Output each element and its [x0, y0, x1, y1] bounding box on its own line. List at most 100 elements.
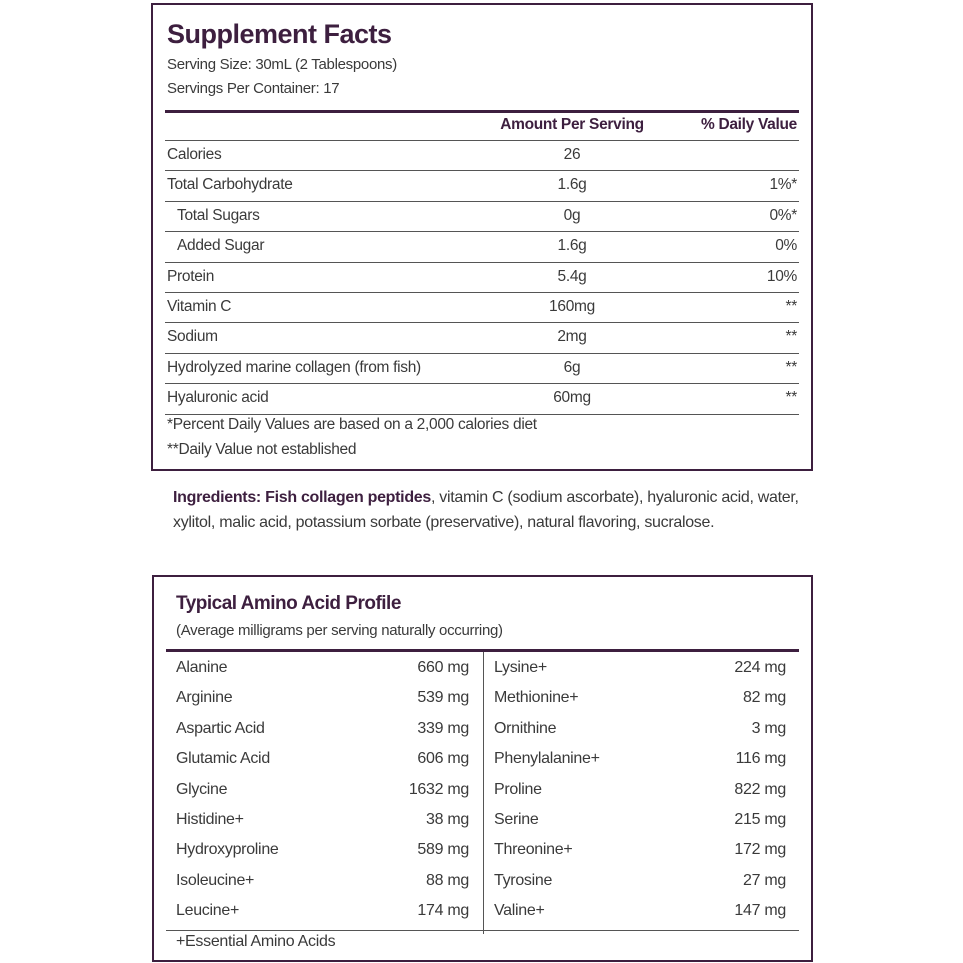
ingredients: Ingredients: Fish collagen peptides, vit…	[173, 485, 813, 535]
nutrient-dv: **	[785, 358, 798, 376]
nutrient-row: Hyaluronic acid 60mg **	[167, 383, 797, 413]
amino-name: Histidine+	[176, 811, 244, 828]
amino-row: Phenylalanine+ 116 mg	[494, 746, 786, 776]
nutrient-name: Sodium	[167, 328, 218, 346]
amino-name: Hydroxyproline	[176, 841, 279, 859]
serving-size: Serving Size: 30mL (2 Tablespoons)	[167, 56, 397, 73]
footnote-dv: *Percent Daily Values are based on a 2,0…	[167, 416, 537, 433]
nutrient-dv: 10%	[766, 267, 797, 285]
amino-value: 339 mg	[417, 719, 469, 737]
amino-name: Glutamic Acid	[176, 750, 270, 768]
nutrient-dv: 1%*	[769, 176, 797, 194]
amino-subtitle: (Average milligrams per serving naturall…	[176, 622, 503, 639]
amino-footnote: +Essential Amino Acids	[176, 933, 336, 950]
panel-title: Supplement Facts	[167, 19, 392, 49]
nutrient-row: Hydrolyzed marine collagen (from fish) 6…	[167, 353, 797, 383]
nutrient-amount: 1.6g	[557, 176, 587, 194]
amino-name: Arginine	[176, 689, 233, 707]
amino-name: Methionine+	[494, 689, 579, 707]
nutrient-amount: 160mg	[549, 298, 595, 315]
amino-row: Serine 215 mg	[494, 807, 786, 837]
col-dv: % Daily Value	[700, 116, 797, 133]
nutrient-name: Vitamin C	[167, 298, 232, 315]
amino-row: Glutamic Acid 606 mg	[176, 746, 469, 776]
amino-name: Lysine+	[494, 659, 547, 676]
nutrient-amount: 26	[563, 146, 581, 163]
amino-row: Ornithine 3 mg	[494, 716, 786, 746]
nutrient-dv: **	[785, 298, 798, 315]
row-divider	[165, 170, 799, 172]
amino-value: 215 mg	[734, 811, 786, 828]
amino-value: 27 mg	[743, 871, 786, 889]
amino-acid-panel: Typical Amino Acid Profile (Average mill…	[152, 575, 813, 962]
amino-title: Typical Amino Acid Profile	[176, 593, 401, 614]
amino-name: Aspartic Acid	[176, 719, 265, 737]
amino-row: Methionine+ 82 mg	[494, 685, 786, 715]
amino-row: Hydroxyproline 589 mg	[176, 837, 469, 867]
amino-value: 38 mg	[426, 811, 469, 828]
amino-value: 660 mg	[417, 659, 469, 676]
amino-row: Arginine 539 mg	[176, 685, 469, 715]
nutrient-dv: **	[785, 328, 798, 346]
row-divider	[165, 200, 799, 202]
nutrient-name: Total Carbohydrate	[167, 176, 293, 194]
ingredients-text: , vitamin C (sodium ascorbate), hyaluron…	[173, 489, 799, 531]
amino-name: Ornithine	[494, 719, 557, 737]
row-divider	[165, 231, 799, 233]
ingredients-label: Ingredients: Fish collagen peptides	[173, 489, 431, 506]
amino-row: Valine+ 147 mg	[494, 898, 786, 928]
amino-row: Lysine+ 224 mg	[494, 655, 786, 685]
nutrient-row: Total Carbohydrate 1.6g 1%*	[167, 170, 797, 200]
amino-value: 589 mg	[417, 841, 469, 859]
amino-name: Isoleucine+	[176, 871, 255, 889]
amino-value: 224 mg	[734, 659, 786, 676]
amino-value: 172 mg	[734, 841, 786, 859]
nutrient-dv: 0%	[775, 237, 797, 255]
amino-value: 3 mg	[751, 719, 787, 737]
nutrient-dv: 0%*	[769, 206, 797, 224]
amino-row: Leucine+ 174 mg	[176, 898, 469, 928]
amino-row: Glycine 1632 mg	[176, 777, 469, 807]
nutrient-name: Hydrolyzed marine collagen (from fish)	[167, 358, 421, 376]
servings-per-container: Servings Per Container: 17	[167, 80, 340, 97]
footnote-not-established: **Daily Value not established	[167, 441, 357, 458]
nutrient-row: Calories 26	[167, 140, 797, 170]
amino-name: Threonine+	[494, 841, 573, 859]
row-divider	[165, 352, 799, 354]
amino-name: Tyrosine	[494, 871, 553, 889]
amino-row: Alanine 660 mg	[176, 655, 469, 685]
amino-row: Histidine+ 38 mg	[176, 807, 469, 837]
amino-value: 822 mg	[734, 780, 786, 798]
amino-name: Proline	[494, 780, 542, 798]
divider	[166, 649, 799, 652]
amino-row: Tyrosine 27 mg	[494, 868, 786, 898]
amino-row: Threonine+ 172 mg	[494, 837, 786, 867]
amino-row: Isoleucine+ 88 mg	[176, 868, 469, 898]
nutrient-amount: 0g	[563, 206, 581, 224]
nutrient-name: Total Sugars	[177, 206, 260, 224]
nutrient-row: Added Sugar 1.6g 0%	[167, 231, 797, 261]
nutrient-amount: 5.4g	[557, 267, 587, 285]
nutrient-row: Protein 5.4g 10%	[167, 262, 797, 292]
amino-value: 82 mg	[743, 689, 786, 707]
amino-value: 539 mg	[417, 689, 469, 707]
nutrient-amount: 2mg	[557, 328, 587, 346]
nutrient-row: Sodium 2mg **	[167, 322, 797, 352]
amino-row: Aspartic Acid 339 mg	[176, 716, 469, 746]
amino-name: Serine	[494, 811, 539, 828]
col-amount: Amount Per Serving	[500, 116, 644, 133]
divider	[166, 930, 799, 931]
nutrient-name: Hyaluronic acid	[167, 389, 269, 407]
row-divider	[165, 322, 799, 324]
supplement-facts-panel: Supplement Facts Serving Size: 30mL (2 T…	[151, 3, 813, 471]
nutrient-dv: **	[785, 389, 798, 407]
row-divider	[165, 140, 799, 141]
amino-value: 1632 mg	[408, 780, 469, 798]
amino-name: Glycine	[176, 780, 228, 798]
amino-value: 116 mg	[735, 750, 787, 768]
row-divider	[165, 413, 799, 415]
nutrient-row: Vitamin C 160mg **	[167, 292, 797, 322]
column-divider	[483, 652, 484, 934]
amino-name: Leucine+	[176, 902, 239, 920]
nutrient-name: Added Sugar	[177, 237, 265, 255]
